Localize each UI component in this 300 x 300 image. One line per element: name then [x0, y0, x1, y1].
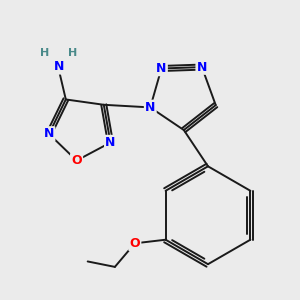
Text: N: N [197, 61, 207, 74]
Text: N: N [145, 101, 155, 114]
Text: N: N [156, 62, 167, 75]
Text: N: N [44, 128, 54, 140]
Text: N: N [105, 136, 116, 149]
Text: O: O [130, 237, 140, 250]
Text: O: O [71, 154, 82, 167]
Text: H: H [40, 48, 50, 59]
Text: N: N [53, 60, 64, 73]
Text: H: H [68, 48, 77, 59]
